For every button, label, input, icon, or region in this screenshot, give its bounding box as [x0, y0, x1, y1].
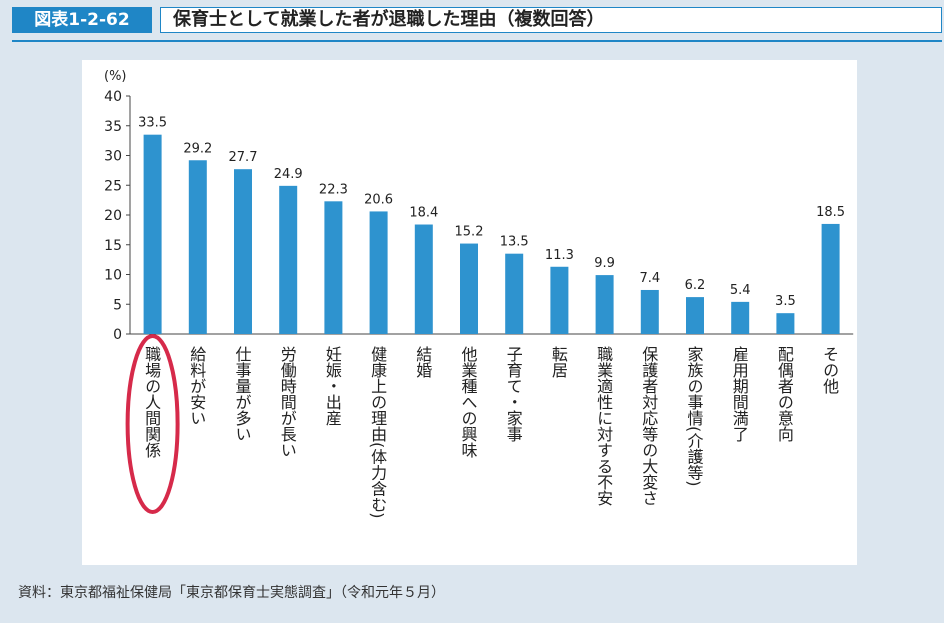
bar: [595, 275, 614, 334]
y-tick-label: 10: [104, 268, 122, 284]
category-label: 他業種への興味: [459, 346, 478, 458]
bar-value-label: 13.5: [500, 235, 529, 250]
bar-value-label: 22.3: [319, 182, 348, 197]
bar-value-label: 27.7: [229, 150, 258, 165]
bar-value-label: 33.5: [138, 116, 167, 131]
category-label: 職場の人間関係: [142, 346, 161, 459]
bar-value-label: 24.9: [274, 167, 303, 182]
bar-value-label: 18.4: [409, 206, 438, 221]
category-label: 配偶者の意向: [775, 346, 794, 442]
bar: [188, 160, 207, 334]
bar-value-label: 9.9: [594, 256, 615, 271]
y-tick-label: 25: [104, 178, 122, 194]
bar: [776, 313, 795, 334]
y-tick-label: 35: [104, 119, 122, 135]
category-label: 子育て・家事: [504, 346, 523, 442]
bar-value-label: 3.5: [775, 294, 796, 309]
category-label: 結婚: [413, 346, 432, 378]
y-axis-unit-label: (%): [104, 69, 127, 84]
category-label: 労働時間が長い: [278, 346, 297, 458]
bar: [414, 224, 433, 334]
y-tick-label: 20: [104, 208, 122, 224]
chart-panel: (%) 0 5 10 15 20 25 30 35 40 33.5 職場の人間関係 29.2 給料が安い 2…: [82, 60, 857, 565]
bar-value-label: 20.6: [364, 192, 393, 207]
bar: [279, 185, 298, 334]
bar-value-label: 15.2: [455, 225, 484, 240]
bar: [686, 297, 704, 334]
category-label: その他: [820, 346, 839, 395]
bar: [324, 201, 343, 334]
bar-value-label: 5.4: [730, 283, 751, 298]
figure-header: 図表1-2-62 保育士として就業した者が退職した理由（複数回答）: [0, 0, 944, 42]
y-tick-label: 0: [113, 327, 122, 343]
bar-value-label: 18.5: [816, 205, 845, 220]
category-label: 給料が安い: [187, 346, 206, 426]
bar-value-label: 6.2: [685, 278, 706, 293]
category-label: 仕事量が多い: [233, 346, 252, 442]
bar: [731, 301, 750, 334]
category-label: 雇用期間満了: [730, 346, 749, 442]
bar: [143, 134, 162, 334]
bar-value-label: 11.3: [545, 248, 574, 263]
header-divider: [12, 40, 942, 42]
category-label: 職業適性に対する不安: [594, 346, 613, 506]
bar: [460, 243, 478, 334]
bar-chart: (%) 0 5 10 15 20 25 30 35 40 33.5 職場の人間関係 29.2 給料が安い 2…: [104, 69, 854, 518]
bar: [234, 169, 252, 334]
category-label: 妊娠・出産: [323, 346, 342, 426]
bar: [369, 211, 388, 334]
y-tick-label: 30: [104, 149, 122, 165]
source-note: 資料：東京都福祉保健局「東京都保育士実態調査」（令和元年５月）: [18, 585, 445, 601]
figure-title: 保育士として就業した者が退職した理由（複数回答）: [160, 7, 942, 33]
bar: [550, 266, 569, 334]
figure-label: 図表1-2-62: [12, 7, 152, 33]
category-label: 家族の事情(介護等): [685, 346, 704, 486]
category-label: 健康上の理由(体力含む): [368, 346, 387, 518]
bar: [505, 253, 524, 334]
bar: [640, 289, 659, 334]
category-label: 保護者対応等の大変さ: [639, 346, 658, 506]
category-label: 転居: [549, 346, 568, 378]
y-tick-label: 5: [113, 297, 122, 313]
y-tick-label: 15: [104, 238, 122, 254]
highlight-oval: [125, 334, 180, 514]
y-tick-label: 40: [104, 89, 122, 105]
bar: [821, 223, 840, 334]
bar-value-label: 29.2: [183, 141, 212, 156]
bar-value-label: 7.4: [639, 271, 660, 286]
